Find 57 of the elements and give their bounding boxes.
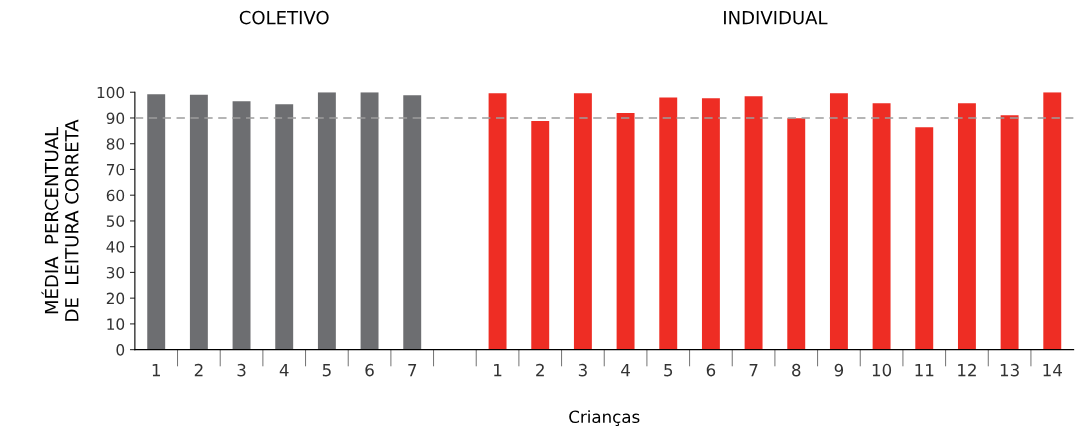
bar — [573, 93, 592, 350]
bar — [915, 127, 934, 350]
y-tick-label: 50 — [106, 215, 125, 227]
text: INDIVIDUAL — [724, 10, 828, 25]
y-tick-label: 90 — [106, 112, 125, 124]
x-tick-label: 4 — [621, 364, 630, 377]
bar — [616, 113, 635, 350]
text: COLETIVO — [239, 10, 329, 25]
y-tick-label: 20 — [106, 292, 125, 305]
bar — [531, 121, 550, 350]
y-tick-label: 60 — [106, 189, 125, 202]
y-tick-label: 30 — [106, 266, 125, 279]
bar — [488, 93, 507, 350]
bar — [360, 92, 379, 350]
x-tick-label: 13 — [1000, 363, 1019, 377]
bar — [744, 96, 763, 350]
x-tick-label: 3 — [237, 363, 246, 377]
x-tick-label: 3 — [578, 363, 587, 377]
bar — [403, 95, 422, 350]
x-tick-label: 12 — [958, 363, 976, 377]
bar — [232, 101, 251, 350]
x-tick-label: 6 — [706, 363, 716, 377]
y-tick-label: 70 — [106, 163, 125, 176]
x-tick-label: 4 — [279, 364, 289, 377]
bar — [317, 92, 336, 350]
y-tick-label: 10 — [107, 318, 125, 330]
x-tick-label: 7 — [749, 364, 758, 377]
bar — [701, 98, 720, 350]
y-tick-label: 100 — [97, 86, 125, 99]
y-axis-title: MÉDIA PERCENTUAL DE LEITURA CORRETA — [41, 119, 79, 321]
bar — [1043, 92, 1062, 350]
y-tick-label: 40 — [106, 241, 125, 253]
x-tick-label: 5 — [322, 364, 331, 377]
bar — [275, 104, 294, 350]
x-tick-label: 1 — [152, 364, 160, 377]
y-tick-label: 80 — [106, 138, 125, 150]
bar — [147, 94, 166, 350]
x-tick-label: 7 — [408, 364, 417, 377]
x-tick-label: 2 — [194, 363, 203, 377]
bar — [829, 93, 848, 350]
x-tick-label: 1 — [494, 364, 502, 377]
bar — [787, 118, 806, 350]
x-tick-label: 10 — [872, 363, 892, 377]
x-axis-title: Crianças — [569, 410, 640, 427]
y-tick-label: 0 — [116, 344, 125, 356]
x-tick-label: 6 — [365, 363, 374, 377]
x-tick-label: 11 — [915, 364, 934, 377]
x-tick-label: 9 — [834, 363, 844, 377]
x-tick-label: 5 — [664, 364, 673, 377]
x-tick-label: 8 — [792, 363, 801, 377]
bar — [957, 103, 976, 350]
bar — [659, 97, 678, 350]
bar — [872, 103, 891, 350]
x-tick-label: 14 — [1043, 364, 1062, 377]
bar — [1000, 115, 1019, 350]
bar — [189, 94, 208, 350]
x-tick-label: 2 — [536, 363, 544, 377]
